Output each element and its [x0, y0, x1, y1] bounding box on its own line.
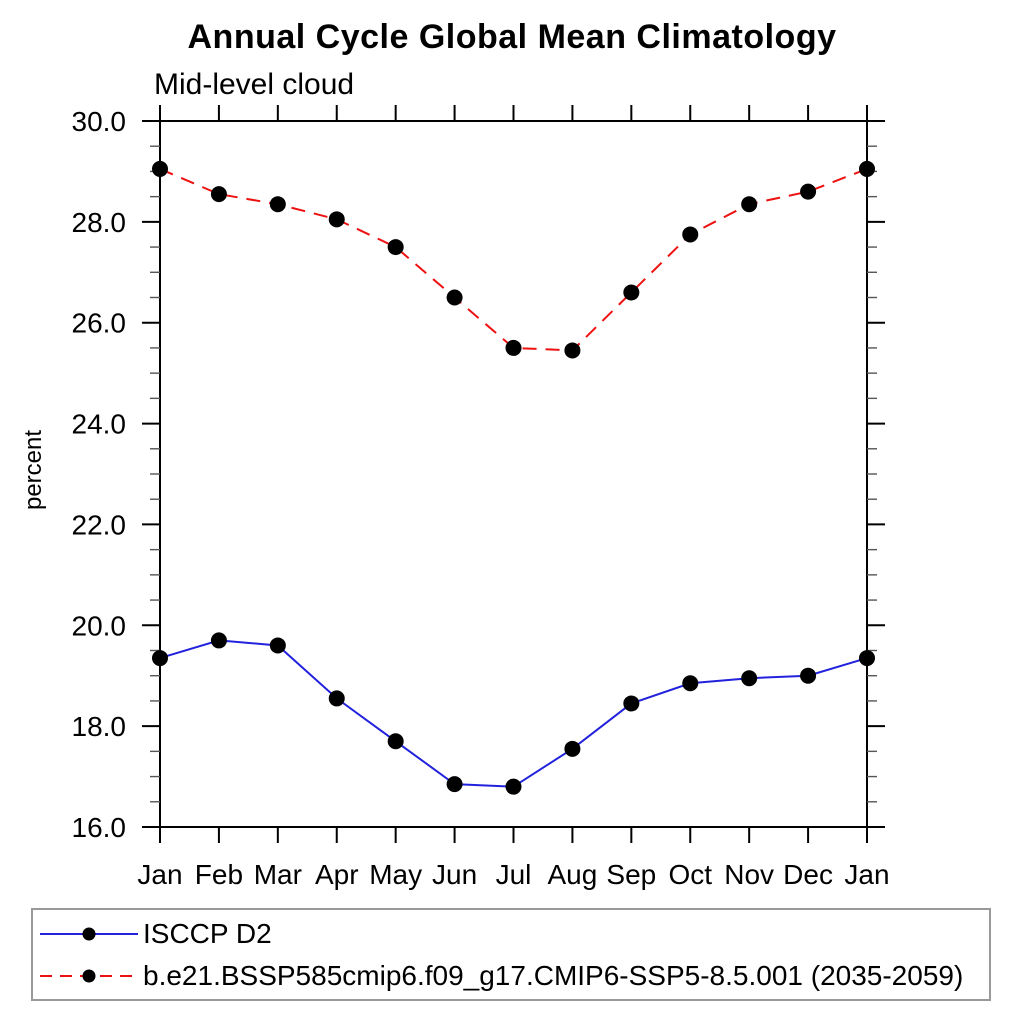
- data-point-marker: [741, 670, 758, 687]
- legend-label: b.e21.BSSP585cmip6.f09_g17.CMIP6-SSP5-8.…: [143, 959, 964, 991]
- data-point-marker: [446, 776, 463, 793]
- data-point-marker: [800, 183, 817, 200]
- data-point-marker: [269, 637, 286, 654]
- y-tick-label: 24.0: [72, 409, 127, 440]
- data-point-marker: [269, 196, 286, 213]
- plot-border: [159, 120, 868, 828]
- x-tick-label: Aug: [548, 859, 598, 890]
- x-tick-label: Sep: [606, 859, 656, 890]
- x-tick-label: May: [369, 859, 422, 890]
- data-point-marker: [623, 695, 640, 712]
- series-marker-dot-icon: [82, 927, 96, 940]
- data-point-marker: [328, 690, 345, 707]
- data-point-marker: [682, 675, 699, 692]
- y-tick-label: 22.0: [72, 509, 127, 540]
- x-tick-label: Jan: [137, 859, 182, 890]
- data-point-marker: [505, 778, 522, 795]
- x-tick-label: Jan: [844, 859, 889, 890]
- data-point-marker: [623, 284, 640, 301]
- y-tick-label: 26.0: [72, 308, 127, 339]
- data-point-marker: [682, 226, 699, 243]
- chart-title: Annual Cycle Global Mean Climatology: [187, 18, 837, 56]
- legend-item: ISCCP D2: [37, 917, 989, 951]
- legend-label: ISCCP D2: [143, 917, 272, 949]
- x-tick-label: Jun: [432, 859, 477, 890]
- y-tick-label: 30.0: [72, 106, 127, 137]
- data-point-marker: [152, 650, 168, 667]
- x-tick-label: Apr: [315, 859, 359, 890]
- data-point-marker: [564, 740, 581, 757]
- legend-box: ISCCP D2 b.e21.BSSP585cmip6.f09_g17.CMIP…: [31, 908, 991, 1001]
- legend-line-sample: [40, 927, 138, 940]
- y-tick-label: 18.0: [72, 711, 127, 742]
- legend-line-sample: [40, 969, 138, 982]
- data-point-marker: [328, 211, 345, 228]
- data-point-marker: [859, 160, 875, 177]
- series-line: [159, 167, 868, 352]
- x-tick-label: Nov: [724, 859, 774, 890]
- data-point-marker: [152, 160, 168, 177]
- data-point-marker: [505, 339, 522, 356]
- series-marker-dot-icon: [82, 969, 96, 982]
- series-line: [159, 639, 868, 788]
- y-tick-label: 16.0: [72, 812, 127, 843]
- data-point-marker: [446, 289, 463, 306]
- data-point-marker: [859, 650, 875, 667]
- chart-subtitle: Mid-level cloud: [154, 68, 355, 101]
- data-point-marker: [387, 733, 404, 750]
- data-point-marker: [564, 342, 581, 359]
- y-tick-label: 20.0: [72, 610, 127, 641]
- x-tick-label: Feb: [195, 859, 243, 890]
- x-tick-label: Mar: [254, 859, 302, 890]
- data-point-marker: [387, 239, 404, 256]
- x-tick-label: Jul: [496, 859, 532, 890]
- x-tick-label: Oct: [668, 859, 712, 890]
- data-point-marker: [741, 196, 758, 213]
- x-tick-label: Dec: [783, 859, 833, 890]
- data-point-marker: [210, 632, 227, 649]
- data-point-marker: [210, 186, 227, 203]
- legend-item: b.e21.BSSP585cmip6.f09_g17.CMIP6-SSP5-8.…: [37, 959, 989, 993]
- data-point-marker: [800, 667, 817, 684]
- y-tick-label: 28.0: [72, 207, 127, 238]
